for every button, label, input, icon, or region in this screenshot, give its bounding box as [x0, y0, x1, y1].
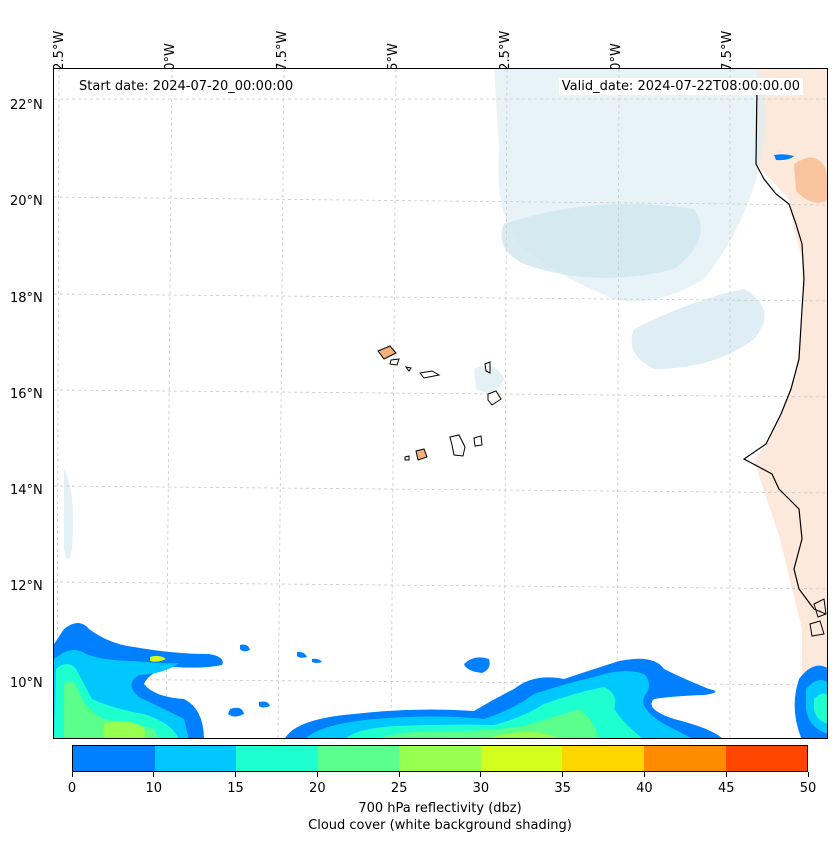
small-island-se — [809, 620, 825, 637]
lat-label-14n: 14°N — [10, 483, 43, 498]
reflectivity-cell-small-1 — [240, 644, 250, 652]
colorbar-tick-mark — [562, 772, 564, 777]
cloud-cover-east — [631, 289, 765, 369]
colorbar-swatch — [480, 746, 563, 771]
colorbar-swatch — [317, 746, 400, 771]
colorbar-label: 700 hPa reflectivity (dbz) — [358, 801, 522, 816]
colorbar-tick-mark — [480, 772, 482, 777]
colorbar-tick-label: 35 — [554, 781, 571, 796]
colorbar-tick-label: 40 — [636, 781, 653, 796]
island-santo-antao[interactable] — [377, 345, 397, 360]
reflectivity-band-south-peak — [488, 731, 557, 738]
graticule — [54, 69, 827, 738]
island-sal[interactable] — [484, 361, 491, 374]
colorbar-swatch — [154, 746, 237, 771]
small-island-ne — [813, 598, 827, 618]
colorbar-tick-label: 25 — [390, 781, 408, 796]
colorbar-tick-mark — [316, 772, 318, 777]
colorbar-swatch — [643, 746, 726, 771]
colorbar-tick-label: 45 — [717, 781, 735, 796]
colorbar-tick-label: 10 — [145, 781, 163, 796]
africa-land-shade — [754, 69, 827, 738]
cloud-cover-patch — [474, 365, 504, 393]
africa-coastline — [742, 83, 827, 615]
island-boa-vista[interactable] — [487, 390, 502, 406]
island-fogo[interactable] — [415, 448, 428, 461]
colorbar-tick-label: 30 — [472, 781, 490, 796]
colorbar-swatch — [562, 746, 644, 771]
reflectivity-band-southwest-peak — [104, 721, 146, 738]
island-brava[interactable] — [404, 455, 410, 461]
lat-label-12n: 12°N — [10, 579, 43, 594]
map-frame[interactable]: Start date: 2024-07-20_00:00:00 Valid_da… — [53, 68, 828, 739]
reflectivity-cell-northeast — [774, 154, 794, 161]
colorbar-tick-mark — [398, 772, 400, 777]
reflectivity-cell-small-4 — [228, 707, 244, 717]
valid-date-label: Valid_date: 2024-07-22T08:00:00.00 — [558, 78, 803, 95]
island-sao-nicolau[interactable] — [419, 370, 441, 379]
start-date-label: Start date: 2024-07-20_00:00:00 — [76, 78, 297, 95]
colorbar-sublabel: Cloud cover (white background shading) — [308, 818, 572, 833]
colorbar-swatch — [399, 746, 481, 771]
reflectivity-band-southwest-inner — [64, 681, 159, 738]
lat-label-16n: 16°N — [10, 387, 43, 402]
cloud-cover-west-strip — [64, 469, 73, 559]
reflectivity-cell-small-2 — [297, 651, 307, 658]
island-sao-vicente[interactable] — [389, 358, 400, 366]
map-canvas — [54, 69, 827, 738]
colorbar-tick-label: 15 — [227, 781, 244, 796]
colorbar-tick-mark — [235, 772, 237, 777]
lat-label-10n: 10°N — [10, 676, 43, 691]
colorbar-swatch — [236, 746, 318, 771]
cloud-cover-band — [501, 204, 701, 278]
land-hot-spot — [794, 157, 827, 203]
reflectivity-cell-southeast-core — [814, 693, 827, 724]
colorbar-tick-mark — [71, 772, 73, 777]
lat-label-18n: 18°N — [10, 291, 43, 306]
colorbar-swatch — [73, 746, 155, 771]
island-santiago[interactable] — [449, 434, 466, 457]
island-maio[interactable] — [473, 435, 483, 447]
colorbar-swatch — [725, 746, 808, 771]
reflectivity-cell-small-5 — [259, 701, 270, 708]
reflectivity-band-southwest-max — [150, 655, 166, 662]
colorbar-tick-label: 0 — [67, 781, 77, 796]
lat-label-22n: 22°N — [10, 98, 43, 113]
reflectivity-colorbar — [72, 745, 808, 772]
island-santa-luzia[interactable] — [404, 366, 412, 372]
colorbar-tick-mark — [643, 772, 645, 777]
reflectivity-cell-small-3 — [312, 658, 322, 663]
colorbar-tick-mark — [807, 772, 809, 777]
reflectivity-band-south-inner — [379, 709, 599, 738]
colorbar-tick-label: 20 — [309, 781, 326, 796]
lat-label-20n: 20°N — [10, 194, 43, 209]
colorbar-tick-label: 50 — [799, 781, 817, 796]
reflectivity-cell-south-north — [464, 657, 490, 673]
colorbar-tick-mark — [725, 772, 727, 777]
colorbar-tick-mark — [153, 772, 155, 777]
